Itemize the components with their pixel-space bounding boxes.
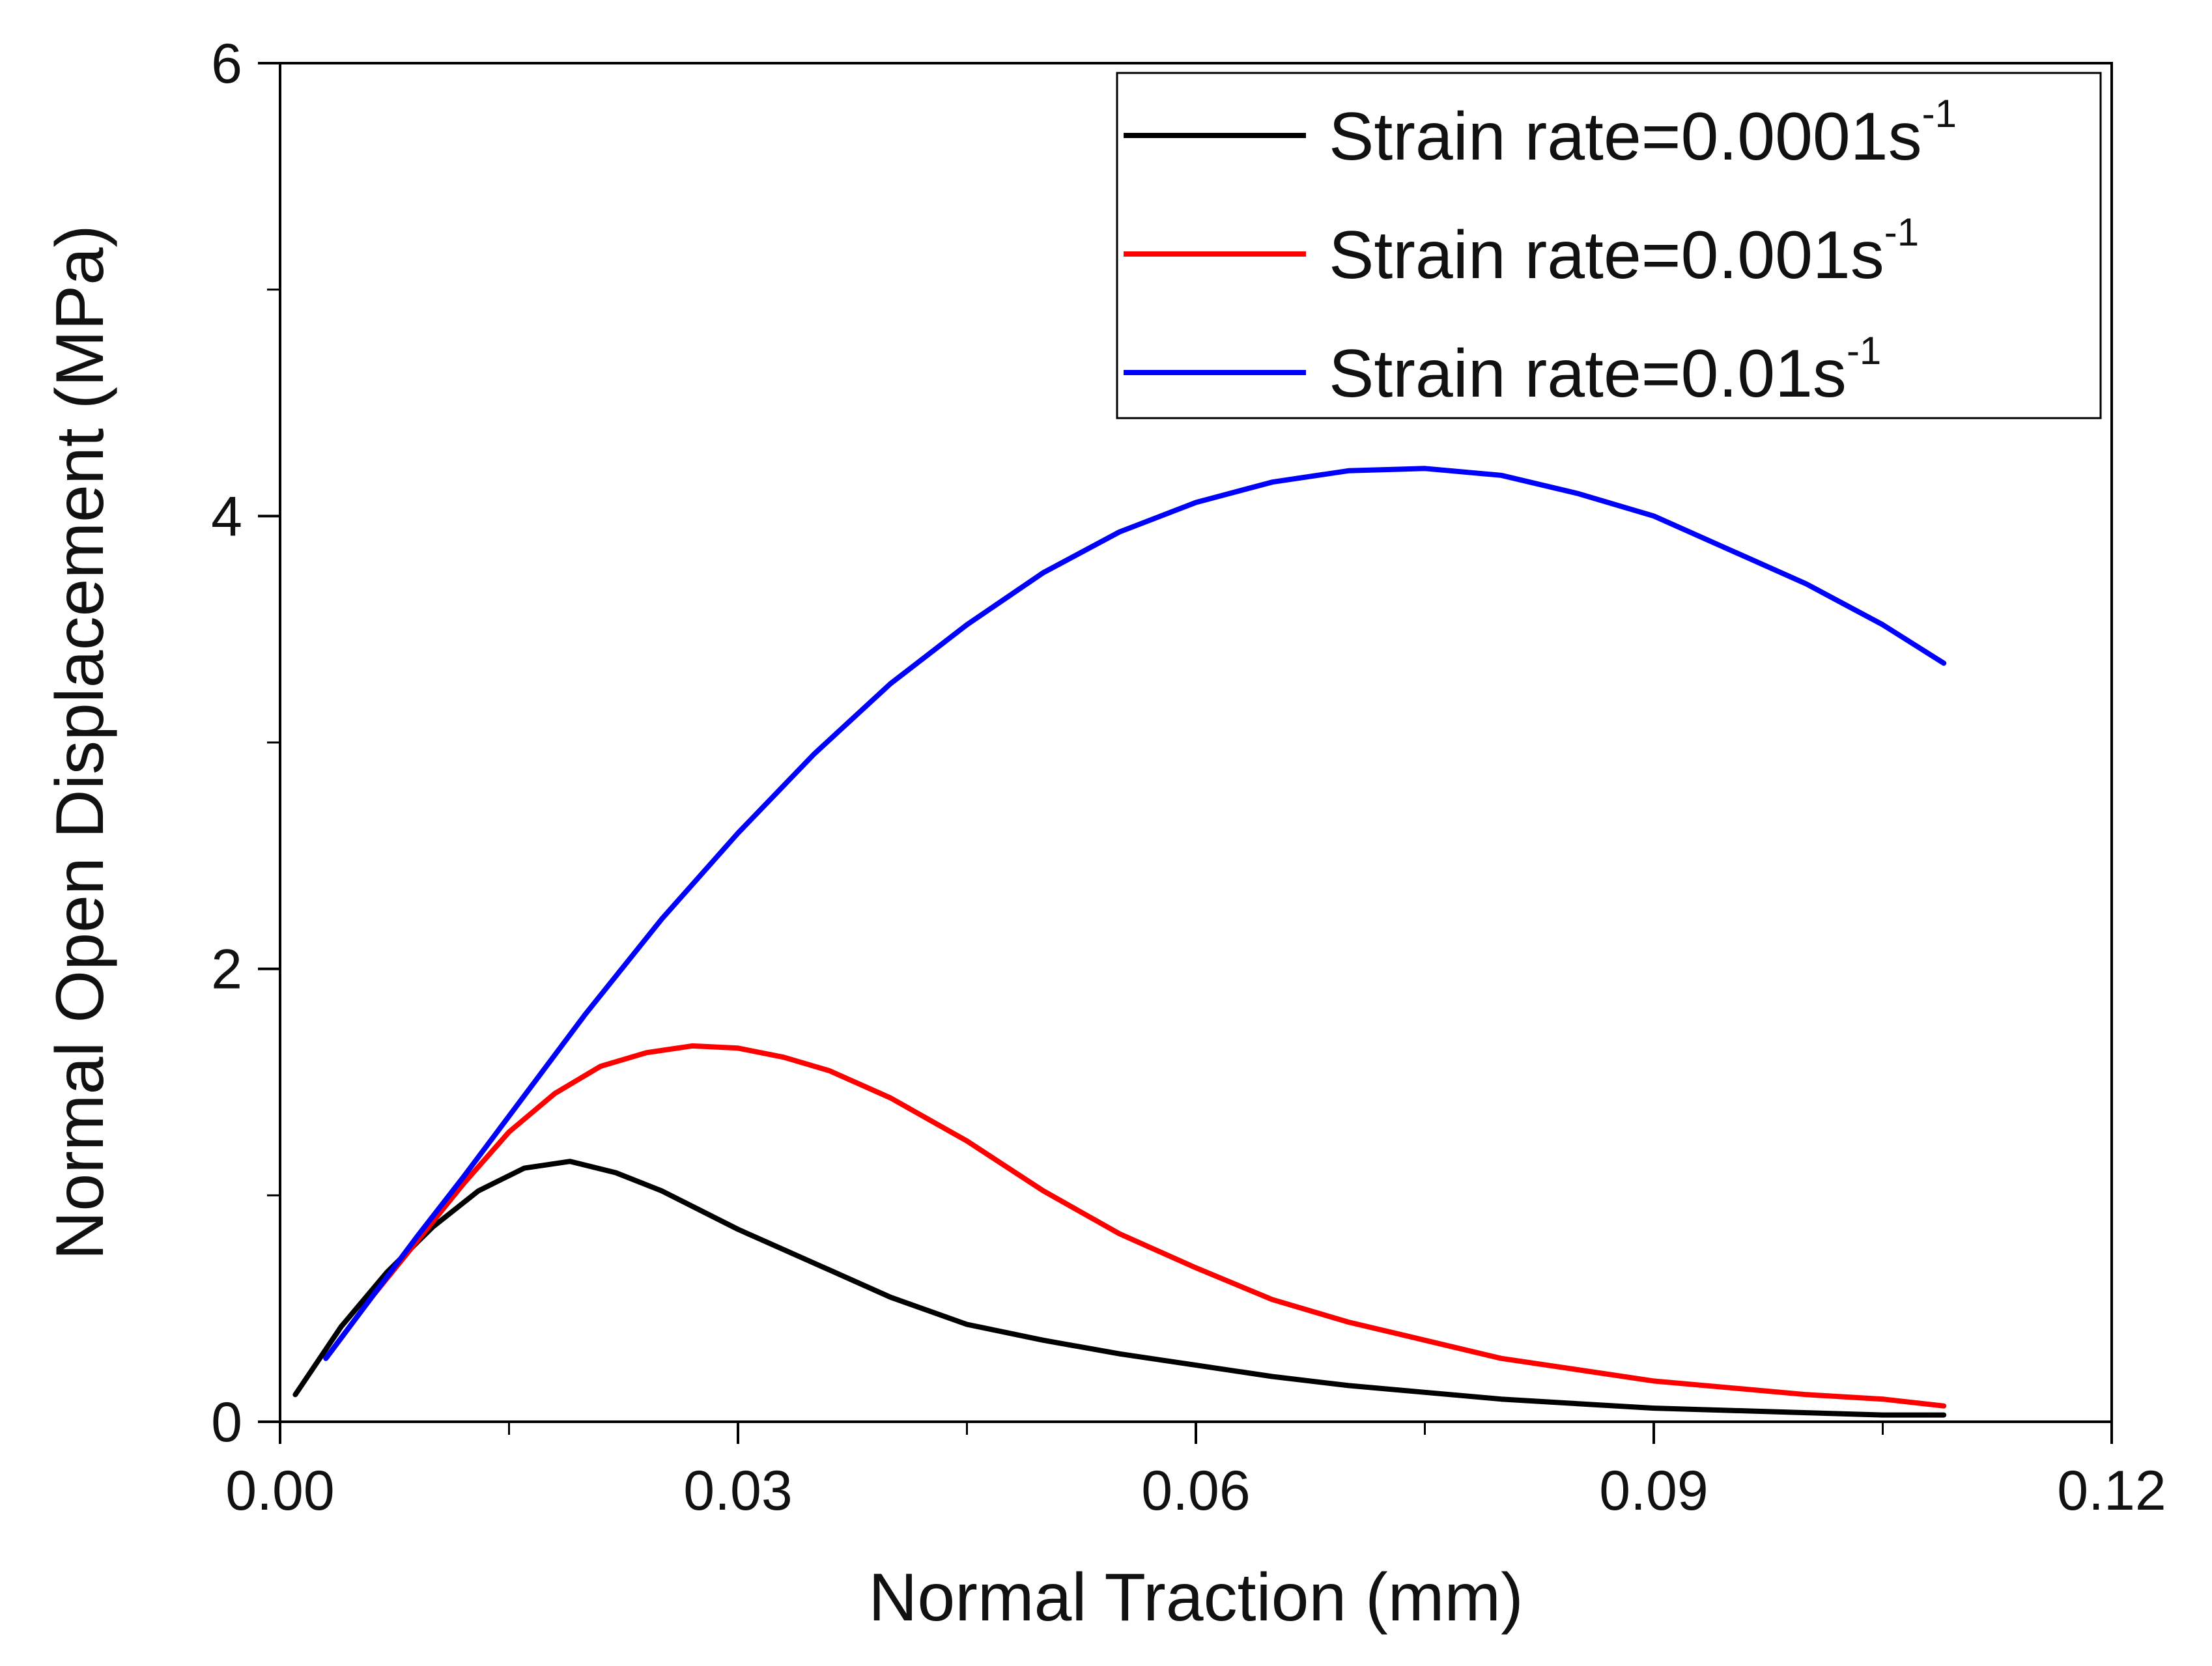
- axes-layer: 0.00 0.03 0.06 0.09 0.12 0 2 4 6: [211, 33, 2166, 1522]
- series-line-1: [323, 1043, 1947, 1409]
- series-line-0: [292, 1159, 1947, 1418]
- x-axis-title: Normal Traction (mm): [868, 1560, 1523, 1635]
- x-tick-label-4: 0.12: [2057, 1460, 2166, 1522]
- x-tick-label-2: 0.06: [1141, 1460, 1250, 1522]
- y-axis-title: Normal Open Displacement (MPa): [42, 225, 118, 1260]
- legend-box: [1116, 72, 2102, 419]
- legend: Strain rate=0.0001s-1 Strain rate=0.001s…: [1116, 72, 2102, 419]
- x-tick-label-0: 0.00: [225, 1460, 334, 1522]
- x-tick-label-3: 0.09: [1599, 1460, 1708, 1522]
- legend-label-0: Strain rate=0.0001s-1: [1329, 92, 1957, 175]
- y-tick-label-2: 4: [211, 485, 242, 548]
- legend-label-1: Strain rate=0.001s-1: [1329, 210, 1919, 293]
- y-tick-label-0: 0: [211, 1391, 242, 1454]
- series-layer: [292, 466, 1947, 1418]
- x-tick-label-1: 0.03: [683, 1460, 792, 1522]
- y-tick-label-3: 6: [211, 33, 242, 95]
- legend-label-2: Strain rate=0.01s-1: [1329, 329, 1881, 412]
- series-line-2: [323, 466, 1947, 1361]
- y-tick-label-1: 2: [211, 939, 242, 1001]
